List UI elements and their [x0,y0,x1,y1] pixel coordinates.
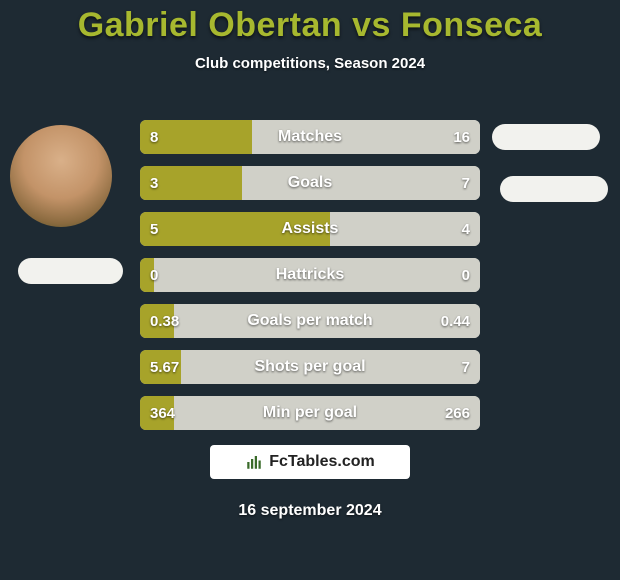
player-left-name-pill [18,258,123,284]
stat-row: 816Matches [140,120,480,154]
stat-row: 364266Min per goal [140,396,480,430]
player-left-avatar [10,125,112,227]
stat-row: 54Assists [140,212,480,246]
stat-label: Goals [140,166,480,200]
stat-label: Min per goal [140,396,480,430]
stat-label: Assists [140,212,480,246]
stat-label: Hattricks [140,258,480,292]
fctables-logo: FcTables.com [210,445,410,479]
footer-date: 16 september 2024 [0,502,620,520]
stat-row: 37Goals [140,166,480,200]
stat-row: 00Hattricks [140,258,480,292]
stat-bars: 816Matches 37Goals 54Assists 00Hattricks 0.3… [140,120,480,442]
player-right-name-pill-2 [500,176,608,202]
stat-row: 5.677Shots per goal [140,350,480,384]
comparison-card: Gabriel Obertan vs Fonseca Club competit… [0,0,620,580]
subtitle: Club competitions, Season 2024 [0,55,620,72]
player-right-name-pill-1 [492,124,600,150]
stat-label: Matches [140,120,480,154]
page-title: Gabriel Obertan vs Fonseca [0,0,620,45]
fctables-logo-text: FcTables.com [269,453,375,471]
avatar-face-icon [10,125,112,227]
stat-label: Shots per goal [140,350,480,384]
stat-label: Goals per match [140,304,480,338]
stat-row: 0.380.44Goals per match [140,304,480,338]
chart-bars-icon [245,453,263,471]
